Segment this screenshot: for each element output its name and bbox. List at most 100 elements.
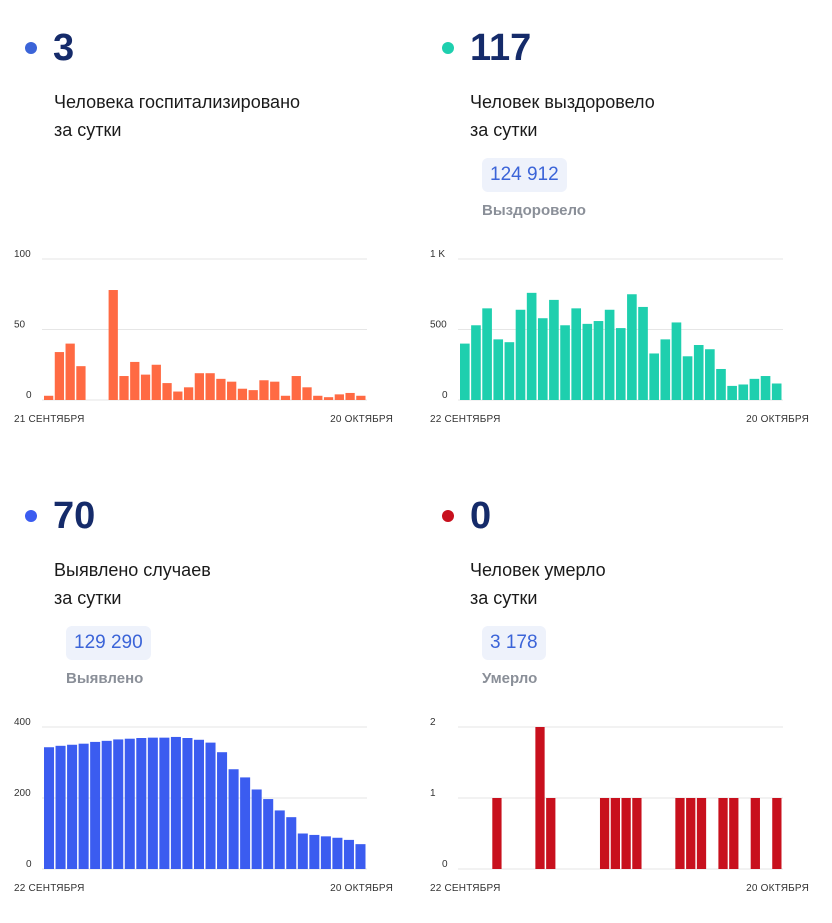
bar bbox=[101, 740, 112, 869]
bar bbox=[130, 361, 140, 400]
bar bbox=[108, 290, 118, 400]
recovered-total-label: Выздоровело bbox=[482, 202, 586, 219]
bar bbox=[65, 343, 75, 400]
bar bbox=[660, 339, 671, 400]
bar bbox=[124, 738, 135, 869]
deaths-panel: 0 Человек умерло за сутки 3 178 Умерло 0… bbox=[416, 468, 816, 923]
bar bbox=[345, 392, 355, 400]
bar bbox=[355, 844, 366, 869]
bar bbox=[549, 299, 559, 400]
bar bbox=[323, 397, 334, 400]
bar bbox=[54, 352, 65, 400]
bar bbox=[205, 373, 215, 400]
deaths-total: 3 178 bbox=[482, 626, 546, 660]
bar bbox=[571, 308, 582, 400]
bar bbox=[170, 736, 181, 869]
caption-line: за сутки bbox=[54, 588, 122, 608]
y-tick-label: 100 bbox=[14, 249, 31, 260]
bar bbox=[515, 309, 526, 400]
bar bbox=[237, 388, 248, 400]
bar bbox=[113, 739, 124, 869]
bar bbox=[147, 737, 158, 869]
y-tick-label: 50 bbox=[14, 320, 26, 331]
y-tick-label: 0 bbox=[26, 390, 32, 401]
x-end-label: 20 ОКТЯБРЯ bbox=[330, 883, 393, 894]
bar bbox=[492, 798, 502, 869]
y-tick-label: 200 bbox=[14, 788, 31, 799]
x-start-label: 22 СЕНТЯБРЯ bbox=[430, 883, 501, 894]
bar bbox=[67, 744, 78, 869]
y-tick-label: 0 bbox=[442, 859, 448, 870]
bar bbox=[493, 339, 504, 400]
recovered-caption: Человек выздоровело за сутки bbox=[470, 88, 790, 144]
bar bbox=[217, 752, 228, 869]
bar bbox=[205, 742, 216, 869]
caption-line: Человек выздоровело bbox=[470, 92, 655, 112]
recovered-dot-icon bbox=[442, 42, 454, 54]
bar bbox=[136, 738, 147, 869]
bar bbox=[675, 798, 685, 869]
cases-chart: 0 200 400 22 СЕНТЯБРЯ 20 ОКТЯБРЯ bbox=[14, 717, 393, 894]
bar bbox=[240, 777, 251, 869]
bar bbox=[291, 376, 301, 400]
bar bbox=[729, 798, 739, 869]
bar bbox=[682, 356, 693, 400]
recovered-number: 117 bbox=[470, 27, 532, 69]
x-end-label: 20 ОКТЯБРЯ bbox=[746, 883, 809, 894]
bar bbox=[460, 343, 470, 400]
bar bbox=[151, 364, 161, 400]
hospitalized-chart: 0 50 100 21 СЕНТЯБРЯ 20 ОКТЯБРЯ bbox=[14, 249, 393, 425]
bar bbox=[546, 798, 556, 869]
bar bbox=[332, 837, 343, 869]
bar bbox=[604, 309, 615, 400]
y-tick-label: 1 K bbox=[430, 249, 445, 260]
bar bbox=[649, 353, 659, 400]
bar bbox=[44, 747, 55, 869]
cases-panel: 70 Выявлено случаев за сутки 129 290 Выя… bbox=[0, 468, 400, 923]
y-tick-label: 0 bbox=[442, 390, 448, 401]
x-end-label: 20 ОКТЯБРЯ bbox=[330, 414, 393, 425]
bar bbox=[173, 391, 183, 400]
y-tick-label: 500 bbox=[430, 320, 447, 331]
bar bbox=[771, 383, 782, 400]
y-tick-label: 400 bbox=[14, 717, 31, 728]
bar bbox=[90, 741, 101, 869]
bar bbox=[621, 798, 631, 869]
bar bbox=[194, 373, 204, 400]
cases-total-label: Выявлено bbox=[66, 670, 144, 687]
bar bbox=[119, 376, 129, 400]
bar bbox=[248, 390, 258, 400]
bar bbox=[182, 738, 193, 869]
bar bbox=[632, 798, 642, 869]
recovered-total: 124 912 bbox=[482, 158, 567, 192]
recovered-panel: 117 Человек выздоровело за сутки 124 912… bbox=[416, 0, 816, 455]
caption-line: Человек умерло bbox=[470, 560, 606, 580]
bar bbox=[599, 798, 610, 869]
bar bbox=[749, 378, 760, 400]
bar bbox=[216, 378, 226, 400]
deaths-number: 0 bbox=[470, 495, 492, 537]
bar bbox=[772, 798, 782, 869]
bar bbox=[227, 381, 237, 400]
caption-line: за сутки bbox=[470, 120, 538, 140]
bar bbox=[504, 342, 515, 400]
bar bbox=[228, 769, 239, 869]
recovered-chart: 0 500 1 K 22 СЕНТЯБРЯ 20 ОКТЯБРЯ bbox=[430, 249, 809, 425]
bar bbox=[615, 328, 626, 400]
bar bbox=[302, 387, 312, 400]
bar bbox=[162, 383, 172, 400]
bar bbox=[259, 380, 269, 400]
bar bbox=[705, 349, 715, 400]
hospitalized-caption: Человека госпитализировано за сутки bbox=[54, 88, 374, 144]
bar bbox=[274, 810, 285, 869]
bar bbox=[718, 798, 728, 869]
bar bbox=[286, 817, 297, 869]
bar bbox=[537, 318, 548, 400]
bar bbox=[309, 834, 320, 869]
cases-total: 129 290 bbox=[66, 626, 151, 660]
bar bbox=[55, 745, 66, 869]
bar bbox=[671, 322, 682, 400]
cases-caption: Выявлено случаев за сутки bbox=[54, 556, 374, 612]
bar bbox=[334, 394, 344, 400]
bar bbox=[638, 306, 648, 400]
